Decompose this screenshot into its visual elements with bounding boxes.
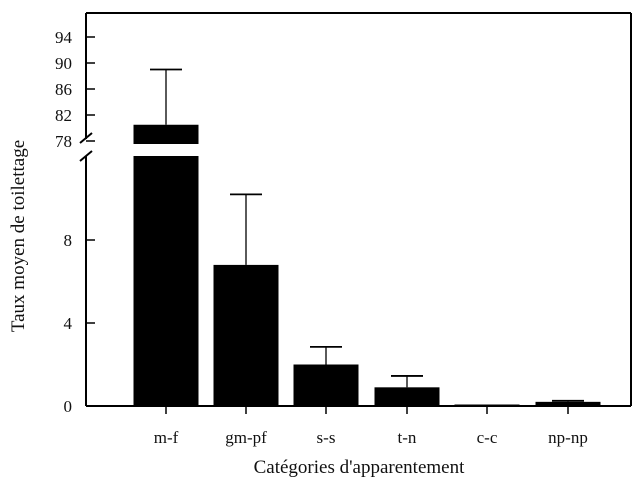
x-tick-label: m-f (154, 428, 179, 447)
x-tick-label: np-np (548, 428, 588, 447)
y-tick-label: 90 (55, 54, 72, 73)
x-tick-label: s-s (317, 428, 336, 447)
y-axis-title: Taux moyen de toilettage (8, 140, 29, 332)
bar (454, 404, 520, 406)
y-tick-label: 78 (55, 132, 72, 151)
x-tick-label: gm-pf (225, 428, 267, 447)
bar (133, 156, 199, 406)
y-tick-label: 94 (55, 28, 73, 47)
y-tick-label: 82 (55, 106, 72, 125)
y-tick-label: 4 (64, 314, 73, 333)
bar (213, 264, 279, 406)
x-tick-label: c-c (477, 428, 498, 447)
y-tick-label: 8 (64, 231, 73, 250)
y-tick-label: 0 (64, 397, 73, 416)
x-tick-label: t-n (398, 428, 417, 447)
x-axis-title: Catégories d'apparentement (254, 457, 465, 478)
bar (374, 387, 440, 406)
y-ticks-lower: 0 4 8 (64, 231, 95, 416)
y-tick-label: 86 (55, 80, 72, 99)
bar (293, 364, 359, 406)
axis-break-mark (79, 132, 93, 162)
y-ticks-upper: 78 82 86 90 94 (55, 28, 95, 151)
bar-upper-segment (133, 124, 199, 144)
x-ticks: m-f gm-pf s-s t-n c-c np-np (154, 406, 588, 447)
bar (535, 401, 601, 406)
bars (133, 124, 601, 406)
error-bars (150, 68, 584, 402)
